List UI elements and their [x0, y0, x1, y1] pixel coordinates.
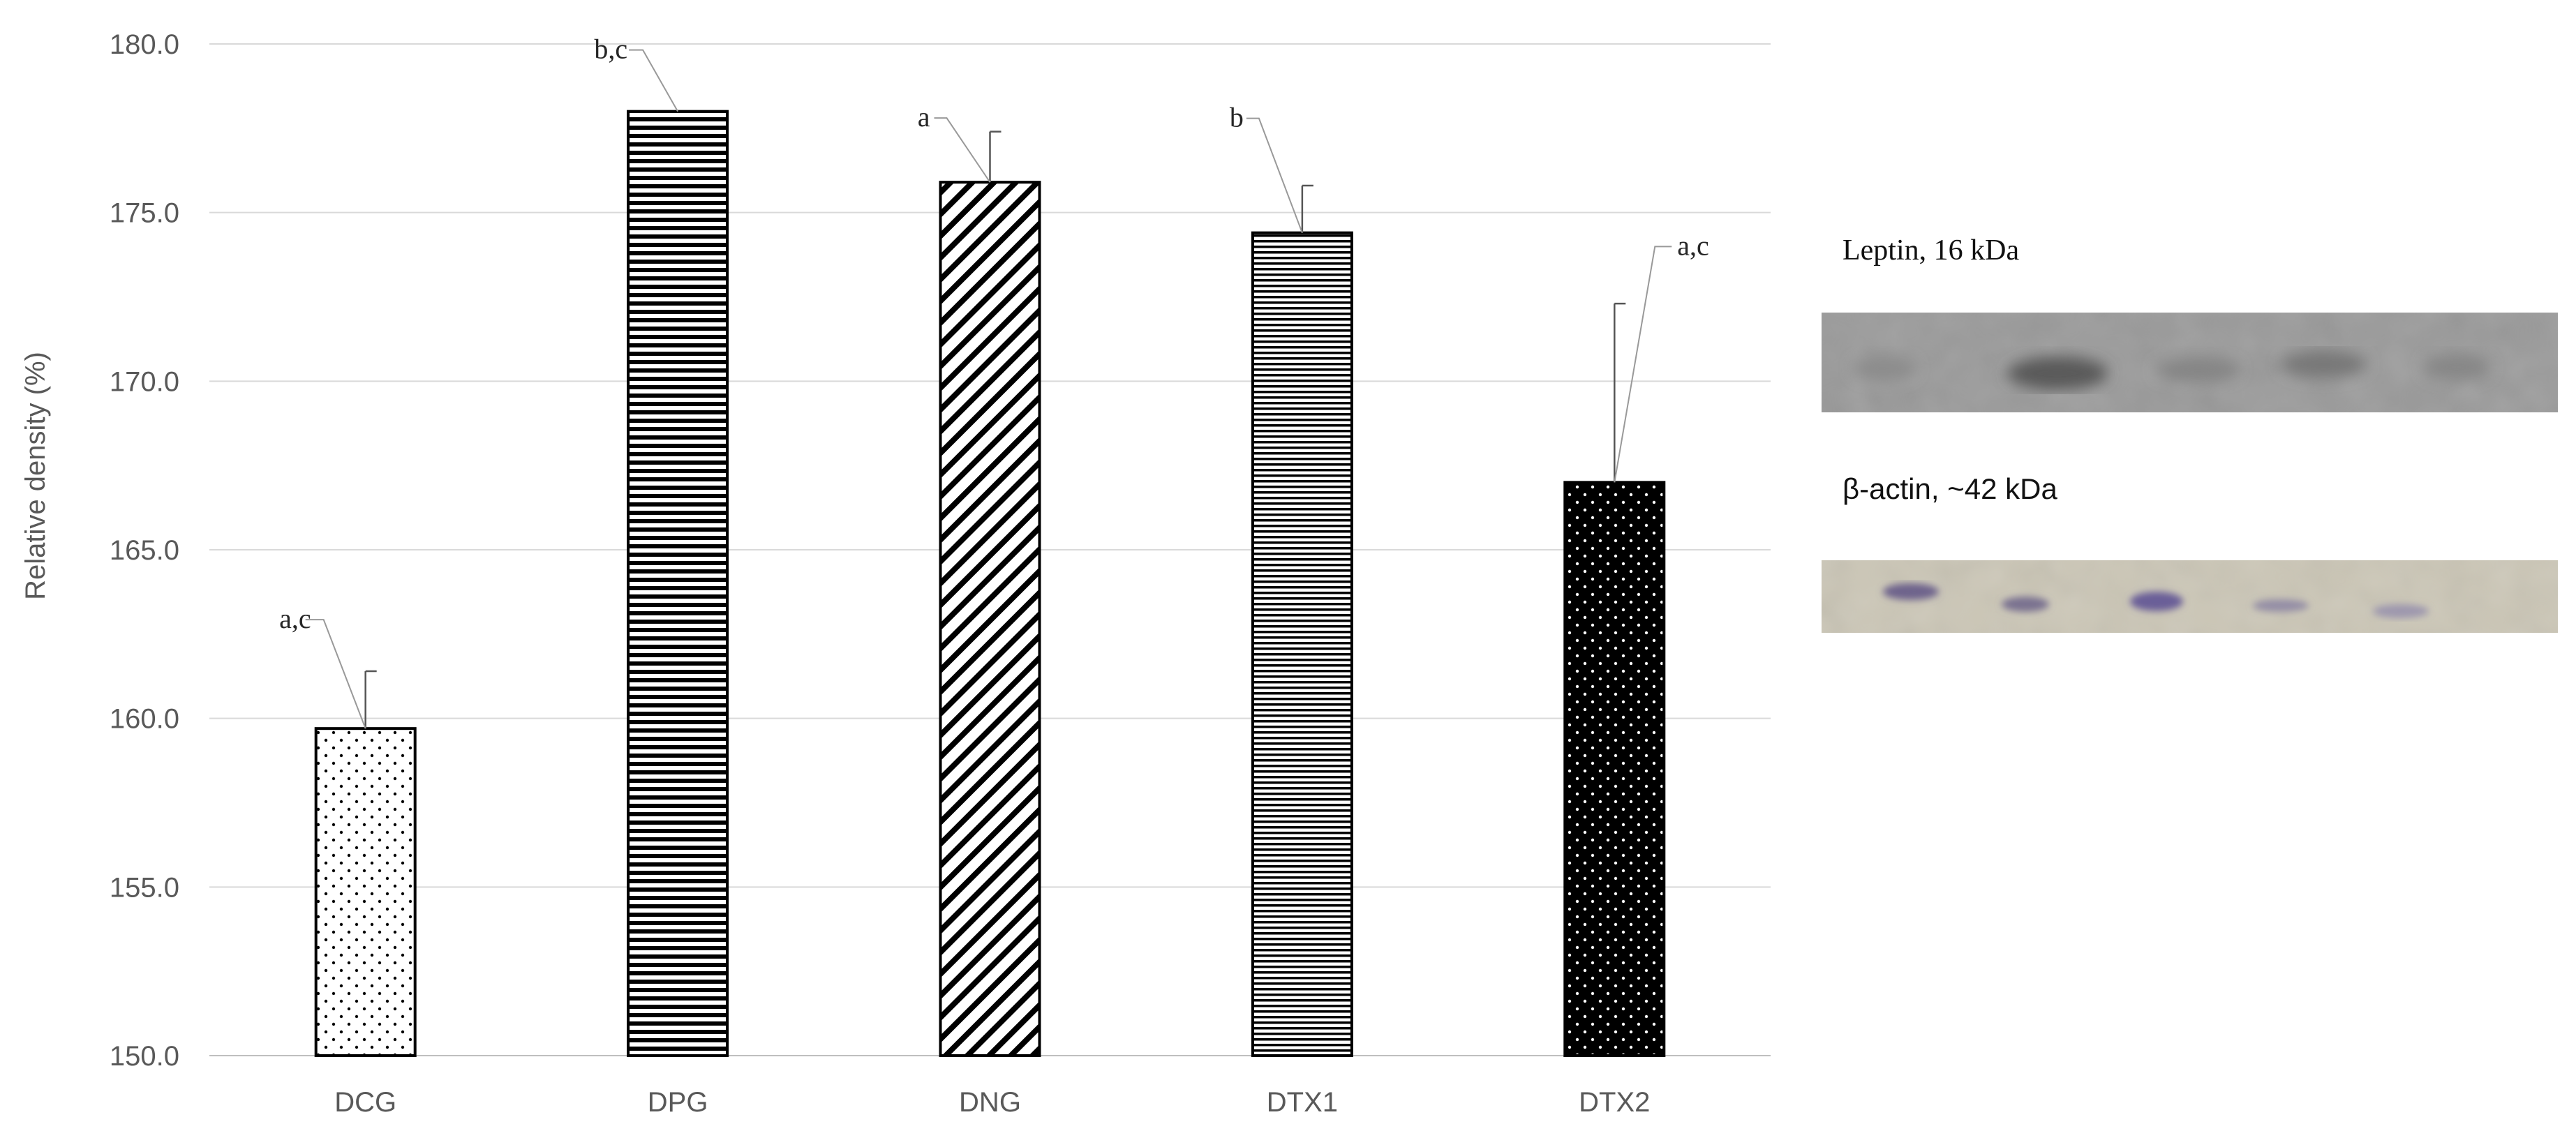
annotation-leader-line	[1614, 246, 1672, 483]
bar-dng	[939, 181, 1041, 1058]
annotation-leader-line	[629, 49, 678, 112]
x-category-label: DPG	[648, 1087, 708, 1118]
significance-annotations: a,c b,c a b a,c	[279, 33, 1709, 729]
actin-band-5	[2373, 604, 2429, 618]
annotation-leader-line	[1246, 117, 1303, 234]
annotation-label: a,c	[279, 603, 311, 634]
y-axis-title: Relative density (%)	[20, 352, 51, 600]
x-category-label: DNG	[959, 1087, 1021, 1118]
x-category-label: DTX1	[1267, 1087, 1338, 1118]
annotation-label: a,c	[1677, 230, 1709, 261]
bars	[314, 110, 1666, 1058]
leptin-band-2	[2007, 357, 2108, 390]
y-tick-label: 160.0	[110, 704, 179, 735]
error-bars	[364, 130, 1626, 729]
y-tick-label: 180.0	[110, 29, 179, 60]
y-tick-label: 175.0	[110, 198, 179, 229]
x-category-label: DCG	[334, 1087, 396, 1118]
y-tick-label: 155.0	[110, 872, 179, 903]
beta-actin-blot-label: β-actin, ~42 kDa	[1842, 472, 2057, 505]
annotation-label: b,c	[594, 33, 627, 65]
leptin-band-1	[1853, 356, 1916, 381]
actin-band-2	[2002, 597, 2049, 612]
bar-dcg	[314, 727, 417, 1057]
annotation-leader-line	[934, 117, 991, 183]
leptin-blot-image	[1822, 313, 2558, 412]
y-axis-tick-labels: 150.0 155.0 160.0 165.0 170.0 175.0 180.0	[110, 29, 179, 1072]
annotation-leader-line	[305, 619, 366, 729]
bar-dtx1	[1251, 231, 1353, 1058]
bar-dpg	[627, 110, 729, 1058]
annotation-label: b	[1230, 102, 1244, 133]
actin-band-3	[2130, 592, 2183, 611]
y-tick-label: 170.0	[110, 366, 179, 397]
bar-dtx2	[1563, 481, 1666, 1057]
western-blot-panel: Leptin, 16 kDa β-actin, ~42 kDa	[1822, 234, 2558, 633]
leptin-band-4	[2281, 350, 2367, 378]
x-axis-category-labels: DCG DPG DNG DTX1 DTX2	[334, 1087, 1650, 1118]
x-category-label: DTX2	[1579, 1087, 1650, 1118]
y-tick-label: 165.0	[110, 535, 179, 566]
actin-band-1	[1883, 583, 1939, 600]
beta-actin-blot-image	[1822, 560, 2558, 633]
leptin-blot-label: Leptin, 16 kDa	[1842, 234, 2019, 267]
actin-band-4	[2253, 599, 2309, 612]
y-tick-label: 150.0	[110, 1041, 179, 1072]
leptin-band-5	[2423, 353, 2490, 381]
annotation-label: a	[918, 101, 930, 133]
leptin-band-3	[2155, 357, 2239, 382]
